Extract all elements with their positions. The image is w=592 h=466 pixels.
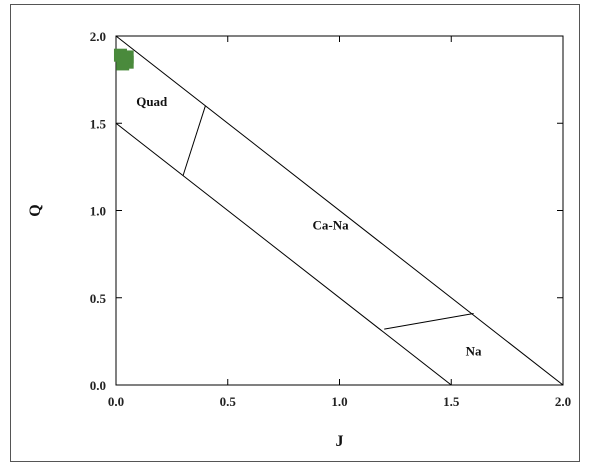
x-tick-label: 0.5: [220, 394, 237, 409]
y-tick-label: 1.5: [90, 116, 107, 131]
region-label-na: Na: [466, 343, 482, 358]
y-tick-label: 0.0: [90, 378, 106, 393]
boundary-lines: [115, 35, 564, 386]
y-tick-label: 1.0: [90, 204, 106, 219]
boundary-line-1: [115, 35, 564, 386]
x-tick-label: 0.0: [108, 394, 124, 409]
y-tick-label: 2.0: [90, 29, 106, 44]
x-axis-title: J: [336, 433, 344, 450]
boundary-line-4: [384, 312, 474, 330]
x-axis: 0.0 0.5 1.0 1.5 2.0: [108, 36, 571, 409]
region-labels: Quad Ca-Na Na: [136, 94, 482, 359]
boundary-line-2: [115, 122, 452, 386]
data-point-5: [120, 50, 134, 64]
y-axis-title: Q: [27, 204, 44, 216]
region-label-ca-na: Ca-Na: [313, 218, 350, 233]
y-axis: 0.0 0.5 1.0 1.5 2.0: [90, 29, 563, 393]
data-points: [113, 48, 134, 71]
x-tick-label: 1.5: [443, 394, 460, 409]
boundary-line-3: [182, 105, 206, 176]
region-label-quad: Quad: [136, 94, 168, 109]
x-tick-label: 2.0: [555, 394, 571, 409]
y-tick-label: 0.5: [90, 291, 107, 306]
x-tick-label: 1.0: [331, 394, 347, 409]
